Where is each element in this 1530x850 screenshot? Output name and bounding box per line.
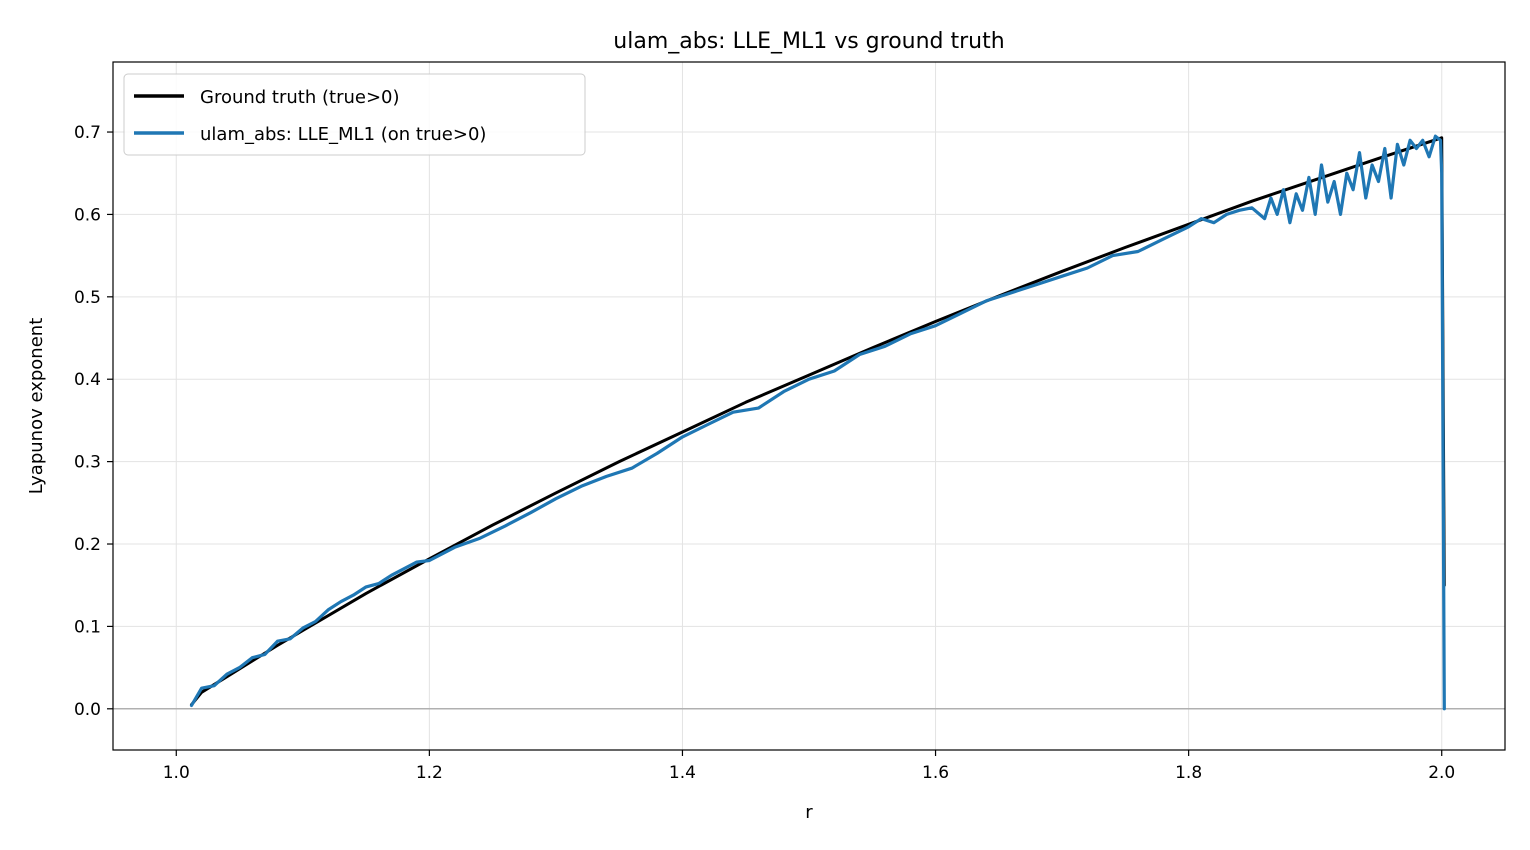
- x-tick-label: 1.8: [1175, 763, 1202, 783]
- x-axis-label: r: [805, 802, 813, 823]
- lle-ml1-line: [189, 134, 1446, 711]
- legend-box: [123, 73, 586, 156]
- plot-frame: [112, 61, 1506, 751]
- ground-truth-line: [190, 136, 1446, 707]
- y-tick-label: 0.0: [74, 700, 101, 720]
- y-tick-label: 0.3: [74, 453, 101, 473]
- grid-layer: [113, 62, 1505, 750]
- chart-title: ulam_abs: LLE_ML1 vs ground truth: [613, 29, 1004, 54]
- x-tick-label: 1.4: [669, 763, 696, 783]
- y-axis-ticks: 0.0 0.1 0.2 0.3 0.4 0.5 0.6 0.7: [74, 123, 113, 720]
- y-tick-label: 0.4: [74, 370, 101, 390]
- y-tick-label: 0.2: [74, 535, 101, 555]
- y-axis-label: Lyapunov exponent: [26, 318, 47, 494]
- x-axis-ticks: 1.0 1.2 1.4 1.6 1.8 2.0: [163, 750, 1455, 783]
- y-tick-label: 0.1: [74, 617, 101, 637]
- y-tick-label: 0.5: [74, 288, 101, 308]
- legend-label-ground-truth: Ground truth (true>0): [200, 87, 400, 108]
- y-tick-label: 0.7: [74, 123, 101, 143]
- x-tick-label: 1.2: [416, 763, 443, 783]
- x-tick-label: 1.6: [922, 763, 949, 783]
- y-tick-label: 0.6: [74, 205, 101, 225]
- series-layer: [189, 134, 1446, 711]
- legend: Ground truth (true>0) ulam_abs: LLE_ML1 …: [123, 73, 586, 156]
- x-tick-label: 2.0: [1428, 763, 1455, 783]
- x-tick-label: 1.0: [163, 763, 190, 783]
- legend-label-lle-ml1: ulam_abs: LLE_ML1 (on true>0): [200, 124, 486, 145]
